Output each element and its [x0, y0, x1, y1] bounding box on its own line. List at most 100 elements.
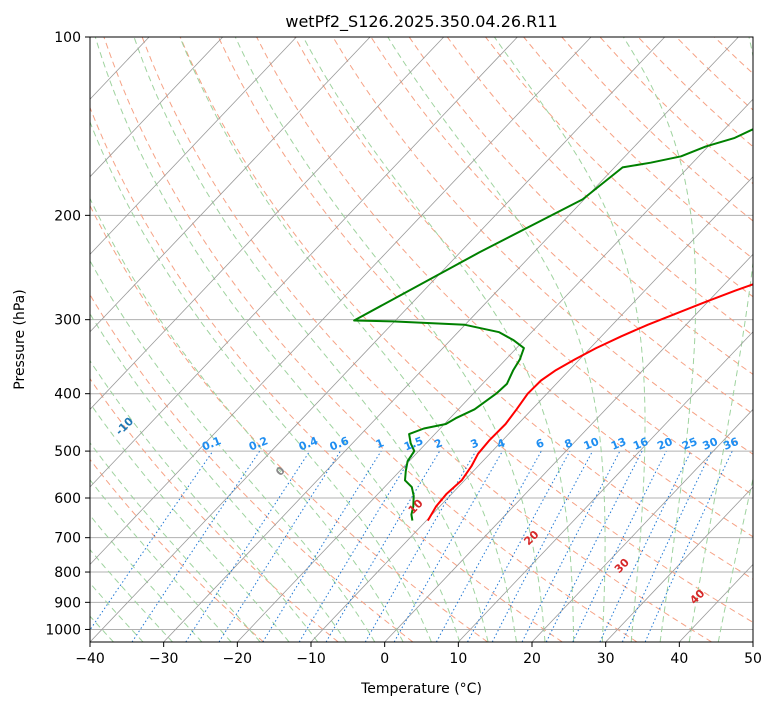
mixing-ratio-line — [393, 450, 503, 642]
y-tick-label: 100 — [54, 30, 81, 46]
x-tick-label: 0 — [380, 651, 389, 667]
dry-adiabat-line — [446, 37, 753, 336]
x-tick-label: −10 — [296, 651, 326, 667]
isotherm-line — [90, 37, 297, 255]
isotherm-line — [90, 37, 666, 642]
moist-adiabat-line — [493, 37, 646, 642]
dewpoint-profile-line — [353, 128, 753, 521]
y-axis-label: Pressure (hPa) — [12, 289, 28, 389]
isotherm-line — [310, 176, 753, 642]
mixing-ratio-line — [131, 450, 261, 642]
mixing-ratio-label: 36 — [721, 435, 740, 453]
mixing-ratio-line — [435, 450, 542, 642]
mixing-ratio-line — [572, 450, 667, 642]
mixing-ratio-label: 16 — [631, 435, 650, 453]
moist-adiabat-line — [90, 259, 376, 642]
sounding-series — [353, 128, 753, 522]
dry-adiabat-line — [90, 106, 563, 642]
dry-adiabat-line — [217, 37, 753, 580]
y-tick-label: 900 — [54, 595, 81, 611]
mixing-ratio-line — [185, 450, 311, 642]
moist-adiabat-line — [234, 37, 546, 642]
x-tick-label: 50 — [744, 651, 762, 667]
mixing-ratio-label: 1 — [374, 436, 386, 451]
y-tick-label: 800 — [54, 565, 81, 581]
y-tick-label: 200 — [54, 208, 81, 224]
isotherm-line — [90, 37, 592, 566]
mixing-ratio-line — [545, 450, 643, 642]
dry-adiabat-line — [141, 37, 712, 642]
y-tick-label: 500 — [54, 444, 81, 460]
isotherm-line — [90, 37, 371, 333]
isotherm-line — [384, 253, 753, 642]
moist-adiabat-line — [90, 402, 290, 642]
moist-adiabat-line — [90, 120, 432, 642]
moist-adiabat-line — [179, 37, 517, 642]
x-axis-ticks: −40 −30 −20 −10 0 10 20 30 40 50 — [75, 642, 762, 667]
y-tick-label: 600 — [54, 491, 81, 507]
mixing-ratio-label: 30 — [701, 435, 720, 453]
isotherm-line — [90, 37, 445, 410]
y-tick-label: 300 — [54, 313, 81, 329]
isotherm-line — [605, 486, 753, 642]
dry-adiabat-line — [332, 37, 753, 455]
moist-adiabat-line — [90, 359, 319, 642]
x-tick-label: 40 — [670, 651, 688, 667]
dry-adiabat-line — [90, 458, 264, 642]
moist-adiabat-line — [717, 476, 753, 642]
mixing-ratio-label: 10 — [582, 435, 601, 453]
y-tick-label: 400 — [54, 387, 81, 403]
moist-adiabat-line — [622, 37, 697, 642]
moist-adiabat-line — [94, 37, 461, 642]
dry-adiabat-line — [294, 37, 753, 496]
mixing-ratio-line — [262, 450, 382, 642]
isotherm-line — [458, 331, 753, 642]
dry-adiabat-line — [370, 37, 753, 415]
isotherm-gridlines — [90, 37, 753, 642]
isotherm-line — [90, 37, 224, 178]
mixing-ratio-lines — [90, 450, 733, 642]
x-tick-label: −30 — [149, 651, 179, 667]
moist-adiabat-line — [688, 37, 753, 642]
dry-adiabat-line — [90, 204, 488, 642]
mixing-ratio-label: 3 — [469, 436, 481, 451]
mixing-ratio-label: 13 — [609, 435, 628, 453]
x-tick-label: 30 — [597, 651, 615, 667]
moist-adiabat-line — [302, 37, 575, 642]
plot-frame — [89, 36, 754, 643]
dry-adiabat-line — [103, 37, 638, 642]
y-tick-label: 700 — [54, 531, 81, 547]
moist-adiabat-line — [387, 37, 606, 642]
x-tick-label: −20 — [223, 651, 253, 667]
mixing-ratio-label: 8 — [563, 436, 575, 451]
moist-adiabats — [90, 37, 753, 642]
chart-title: wetPf2_S126.2025.350.04.26.R11 — [285, 12, 557, 32]
x-tick-label: 20 — [523, 651, 541, 667]
isotherm-line — [237, 98, 753, 642]
isotherm-line — [163, 37, 739, 642]
moist-adiabat-line — [133, 37, 489, 642]
mixing-ratio-line — [90, 450, 214, 631]
x-tick-label: −40 — [75, 651, 105, 667]
moist-adiabat-line — [90, 479, 232, 642]
mixing-ratio-label: 20 — [655, 435, 674, 453]
x-axis-label: Temperature (°C) — [360, 681, 482, 697]
x-tick-label: 10 — [449, 651, 467, 667]
dry-adiabat-line — [408, 37, 753, 375]
dry-adiabat-line — [179, 37, 753, 623]
isotherm-line — [90, 37, 518, 488]
mixing-ratio-label: 2 — [432, 436, 444, 451]
temperature-profile-line — [426, 283, 753, 522]
isotherm-line — [531, 408, 753, 642]
y-axis-ticks: 1000 900 800 700 600 500 400 300 200 100 — [45, 30, 90, 638]
mixing-ratio-line — [644, 450, 733, 642]
moist-adiabat-line — [90, 312, 347, 642]
y-tick-label: 1000 — [45, 622, 81, 638]
mixing-ratio-line — [218, 450, 341, 642]
moist-adiabat-line — [90, 197, 404, 642]
mixing-ratio-line — [467, 450, 571, 642]
plot-area: 0.10.20.40.611.52346810131620253036-100-… — [90, 37, 753, 642]
mixing-ratio-label: 25 — [680, 435, 699, 453]
mixing-ratio-line — [298, 450, 416, 642]
